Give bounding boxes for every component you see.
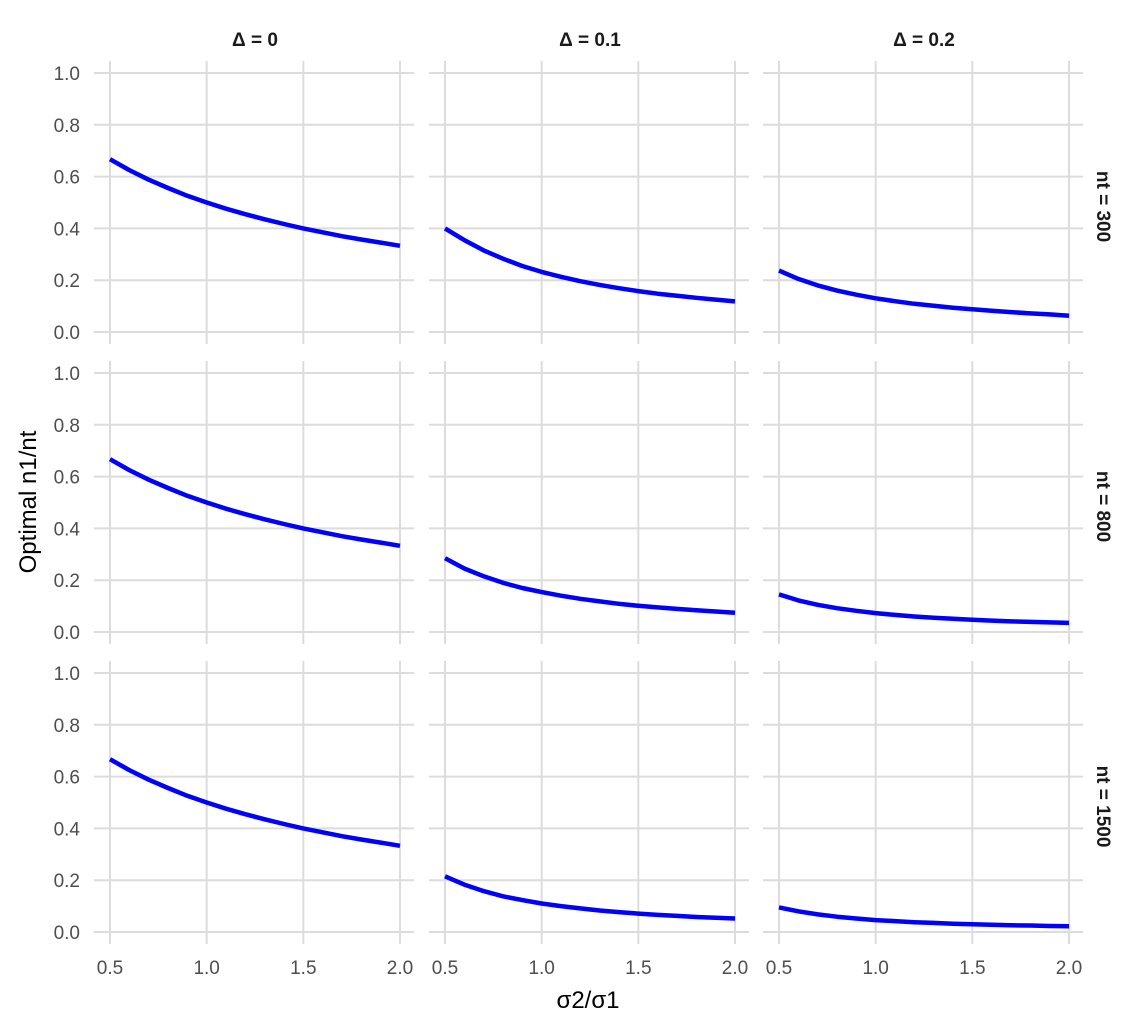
gridlines-layer xyxy=(94,61,1083,944)
series-line-row2-col0 xyxy=(108,757,401,849)
y-tick-label: 0.4 xyxy=(54,819,81,840)
x-tick-label: 1.0 xyxy=(193,958,219,979)
y-tick-label: 0.8 xyxy=(54,716,80,737)
series-line-row2-col2 xyxy=(778,905,1070,929)
y-tick-label: 1.0 xyxy=(54,664,80,685)
series-line-row0-col2 xyxy=(778,268,1070,318)
x-tick-label: 0.5 xyxy=(97,958,123,979)
facet-strip-column: Δ = 0 xyxy=(232,30,278,51)
y-tick-label: 0.2 xyxy=(54,271,80,292)
y-tick-label: 0.0 xyxy=(54,623,80,644)
y-tick-label: 0.6 xyxy=(54,168,80,189)
facet-strip-row: nt = 800 xyxy=(1092,471,1113,542)
y-tick-label: 0.4 xyxy=(54,519,81,540)
x-tick-label: 2.0 xyxy=(722,958,748,979)
x-axis-title: σ2/σ1 xyxy=(557,987,620,1014)
facet-strip-row: nt = 300 xyxy=(1092,171,1113,242)
y-tick-label: 0.2 xyxy=(54,571,80,592)
x-tick-label: 1.5 xyxy=(959,958,985,979)
y-tick-label: 0.0 xyxy=(54,323,80,344)
x-tick-label: 1.5 xyxy=(625,958,651,979)
x-tick-label: 2.0 xyxy=(1056,958,1082,979)
y-tick-label: 0.4 xyxy=(54,219,81,240)
x-tick-label: 2.0 xyxy=(387,958,413,979)
x-tick-label: 0.5 xyxy=(766,958,792,979)
y-tick-label: 1.0 xyxy=(54,64,80,85)
series-line-row1-col1 xyxy=(443,556,736,616)
series-lines-layer xyxy=(108,157,1070,929)
y-tick-label: 0.0 xyxy=(54,923,80,944)
y-tick-label: 0.6 xyxy=(54,468,80,489)
facet-strip-column: Δ = 0.1 xyxy=(559,30,621,51)
y-tick-label: 0.2 xyxy=(54,871,80,892)
x-tick-label: 1.0 xyxy=(862,958,888,979)
x-tick-label: 1.5 xyxy=(290,958,316,979)
series-line-row1-col2 xyxy=(778,592,1070,626)
x-tick-label: 1.0 xyxy=(528,958,554,979)
labels-layer: 0.0 0.2 0.4 0.6 0.8 1.0 0.0 0.2 0.4 0.6 0.8 1.0 0.0 0… xyxy=(54,30,1113,979)
series-line-row0-col1 xyxy=(443,226,736,304)
y-tick-label: 0.6 xyxy=(54,768,80,789)
y-tick-label: 1.0 xyxy=(54,364,80,385)
facet-strip-row: nt = 1500 xyxy=(1092,766,1113,848)
series-line-row0-col0 xyxy=(108,157,401,249)
series-line-row1-col0 xyxy=(108,457,401,549)
y-tick-label: 0.8 xyxy=(54,116,80,137)
facet-strip-column: Δ = 0.2 xyxy=(893,30,955,51)
y-tick-label: 0.8 xyxy=(54,416,80,437)
y-axis-title: Optimal n1/nt xyxy=(15,430,42,573)
series-line-row2-col1 xyxy=(444,874,736,921)
x-tick-label: 0.5 xyxy=(432,958,458,979)
